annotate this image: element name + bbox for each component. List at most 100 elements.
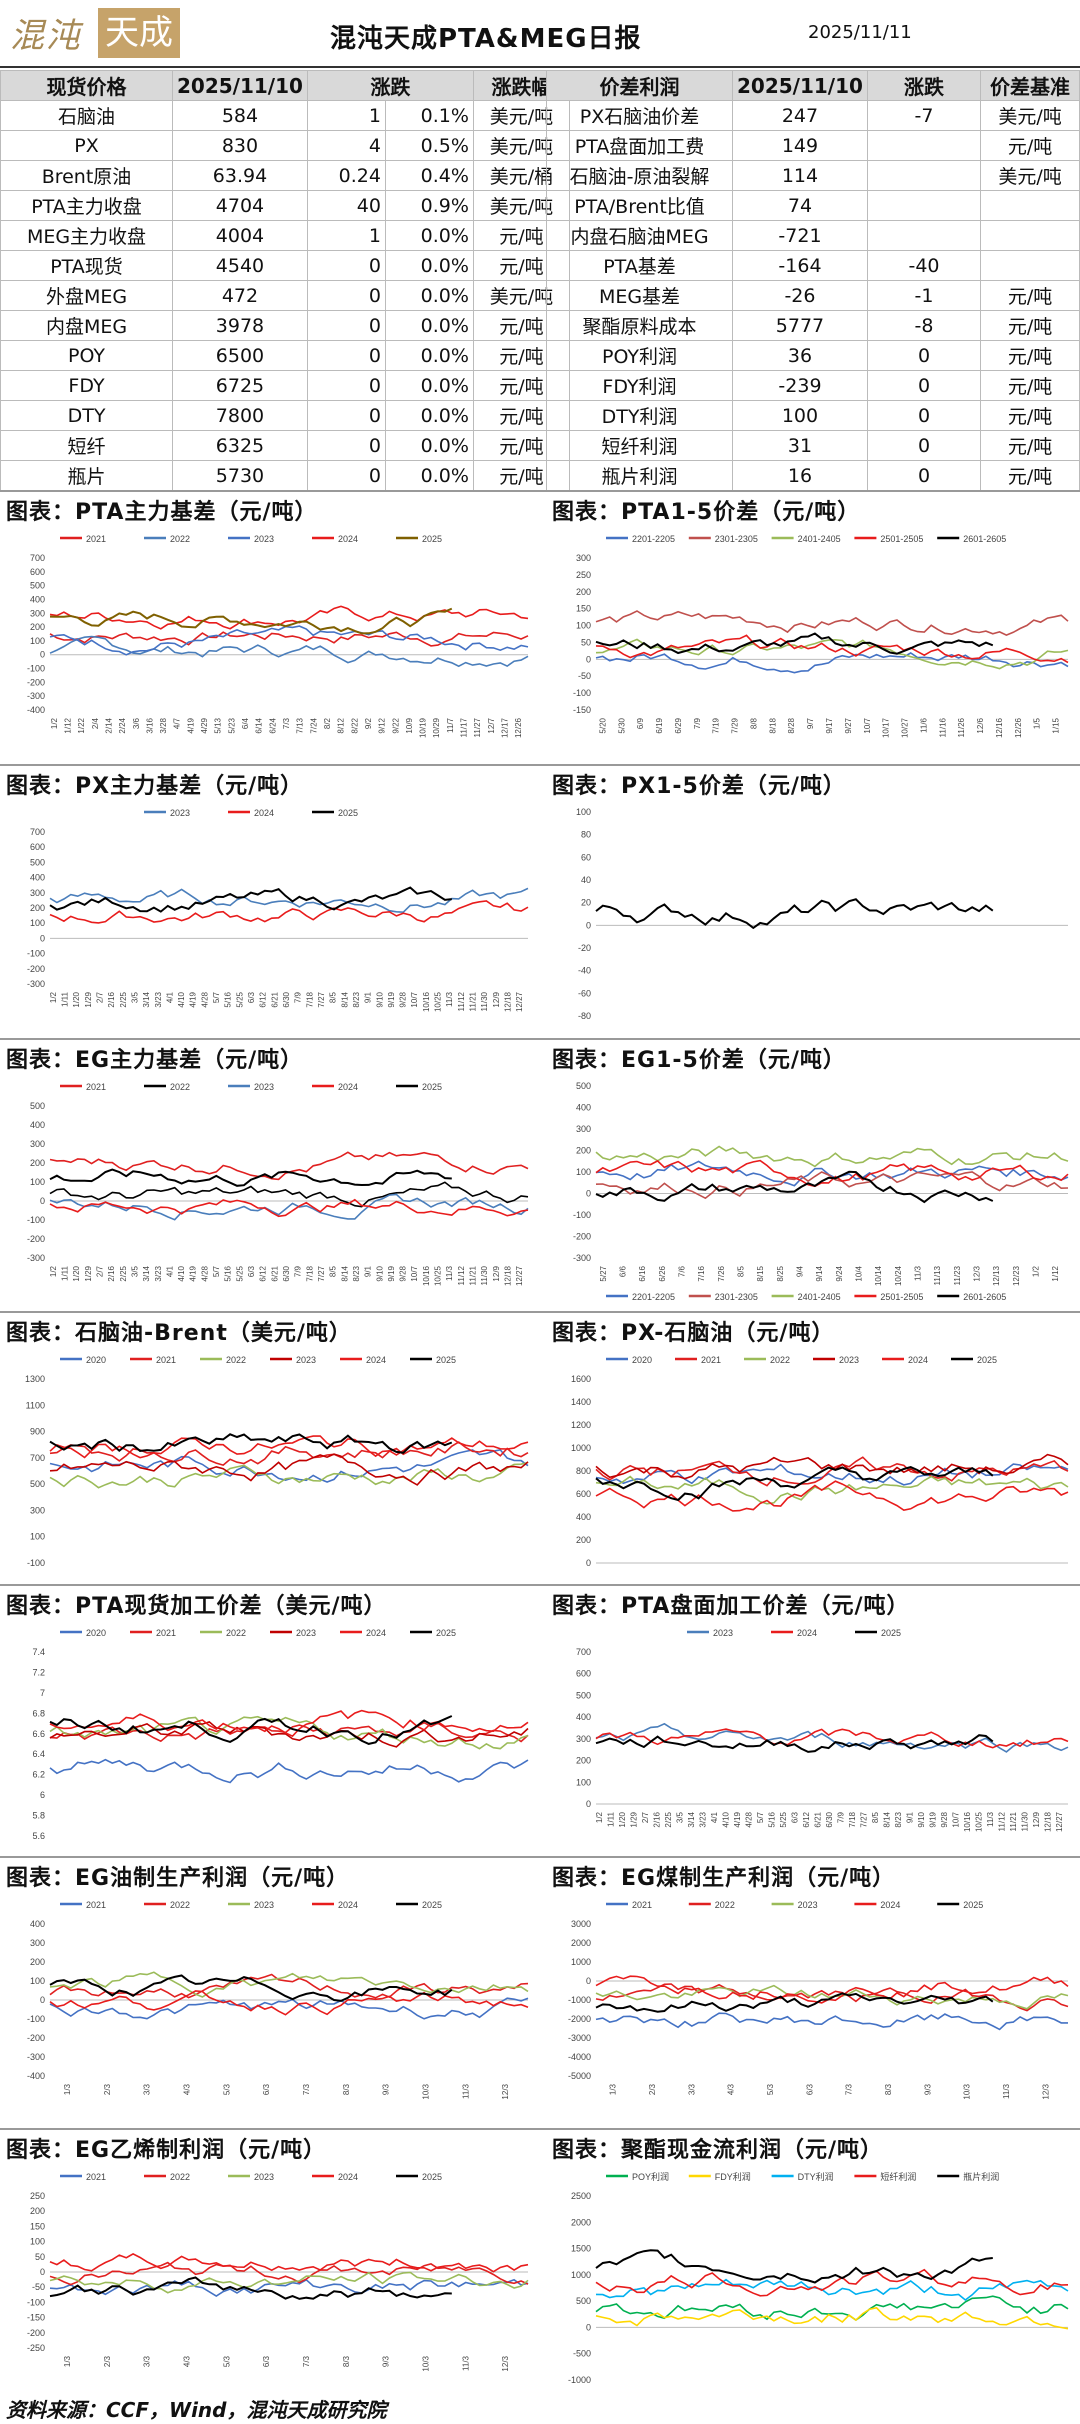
series-line: [49, 887, 529, 914]
x-tick-label: 6/3: [247, 991, 256, 1003]
x-tick-label: 1/20: [618, 1811, 627, 1827]
chart-title: 图表：EG1-5价差（元/吨）: [552, 1048, 846, 1073]
legend-label: 2021: [156, 1628, 176, 1638]
y-tick-label: 2500: [571, 2191, 591, 2201]
x-tick-label: 9/24: [835, 1265, 844, 1281]
y-tick-label: 700: [30, 827, 45, 837]
x-tick-label: 5/13: [214, 717, 223, 733]
x-tick-label: 8/5: [871, 1811, 880, 1823]
y-tick-label: 500: [576, 2296, 591, 2306]
col-header: 涨跌: [306, 70, 474, 101]
x-tick-label: 9/3: [923, 2083, 932, 2095]
table-cell: 100: [732, 400, 868, 431]
table-cell: 5777: [732, 310, 868, 341]
x-tick-label: 12/18: [504, 1265, 513, 1286]
table-cell: 1: [306, 100, 386, 131]
chart-svg: 2020 2021 2022 2023 2024 2025 1300 1100 900 700 50…: [25, 1355, 529, 1568]
legend-label: 2021: [632, 1900, 652, 1910]
y-tick-label: 600: [30, 842, 45, 852]
x-tick-label: 12/3: [1041, 2083, 1050, 2099]
x-tick-label: 7/6: [678, 1265, 687, 1277]
x-tick-label: 1/20: [72, 1265, 81, 1281]
x-tick-label: 6/29: [674, 717, 683, 733]
legend-label: 2201-2205: [632, 534, 675, 544]
table-cell: [866, 220, 982, 251]
legend-label: 2020: [86, 1628, 106, 1638]
x-tick-label: 5/25: [779, 1811, 788, 1827]
y-tick-label: -20: [578, 943, 591, 953]
y-tick-label: 6.8: [32, 1708, 45, 1718]
x-tick-label: 4/29: [200, 717, 209, 733]
table-cell: 元/吨: [980, 340, 1080, 371]
y-tick-label: 0: [40, 1196, 45, 1206]
series-line: [595, 1463, 1069, 1486]
x-tick-label: 4/28: [200, 1265, 209, 1281]
x-tick-label: 4/10: [721, 1811, 730, 1827]
x-tick-label: 11/30: [1021, 1811, 1030, 1831]
table-cell: 1: [306, 220, 386, 251]
data-source: 资料来源：CCF，Wind，混沌天成研究院: [6, 2398, 387, 2422]
x-tick-label: 7/24: [309, 717, 318, 733]
y-tick-label: 300: [30, 608, 45, 618]
series-line: [595, 638, 1069, 670]
series-line: [49, 2261, 529, 2286]
x-tick-label: 3/23: [154, 991, 163, 1007]
table-cell: 74: [732, 190, 868, 221]
x-tick-label: 10/7: [863, 717, 872, 733]
x-tick-label: 7/13: [296, 717, 305, 733]
y-tick-label: -200: [27, 964, 45, 974]
x-tick-label: 11/3: [461, 2083, 470, 2099]
legend-label: 2024: [797, 1628, 817, 1638]
x-tick-label: 5/25: [235, 1265, 244, 1281]
x-tick-label: 7/3: [302, 2355, 311, 2367]
x-tick-label: 1/20: [72, 991, 81, 1007]
legend-label: 2024: [366, 1628, 386, 1638]
x-tick-label: 1/5: [1033, 717, 1042, 729]
x-tick-label: 5/27: [599, 1265, 608, 1281]
chart-title: 图表：石脑油-Brent（美元/吨）: [6, 1321, 352, 1346]
x-tick-label: 6/30: [825, 1811, 834, 1827]
x-tick-label: 5/23: [227, 717, 236, 733]
y-tick-label: -100: [27, 2297, 45, 2307]
x-tick-label: 11/21: [469, 991, 478, 1011]
chart-title: 图表：PTA盘面加工价差（元/吨）: [552, 1594, 910, 1619]
y-tick-label: -50: [32, 2282, 45, 2292]
y-tick-label: -200: [27, 1234, 45, 1244]
x-tick-label: 12/18: [504, 991, 513, 1012]
x-tick-label: 12/3: [501, 2083, 510, 2099]
chart-svg: 2201-2205 2301-2305 2401-2405 2501-2505 2601…: [573, 1081, 1069, 1302]
y-tick-label: -300: [27, 1253, 45, 1263]
table-cell: 0: [306, 250, 386, 281]
series-line: [595, 1453, 1069, 1480]
x-tick-label: 9/1: [364, 1265, 373, 1277]
chart-svg: 2021 2022 2023 2024 2025 3000 2000 1000 0 -1000 -2…: [568, 1900, 1069, 2100]
x-tick-label: 12/3: [973, 1265, 982, 1281]
x-tick-label: 12/9: [492, 1265, 501, 1281]
x-tick-label: 5/16: [767, 1811, 776, 1827]
x-tick-label: 6/3: [262, 2083, 271, 2095]
y-tick-label: 300: [30, 1505, 45, 1515]
series-line: [49, 1721, 529, 1743]
x-tick-label: 2/25: [664, 1811, 673, 1827]
x-tick-label: 9/2: [364, 717, 373, 729]
y-tick-label: -100: [573, 688, 591, 698]
chart-9: 2023 2024 2025 700 600 500 400 300 200 100 0 1/2 1/1…: [546, 1620, 1080, 1856]
y-tick-label: -200: [27, 2033, 45, 2043]
x-tick-label: 12/18: [1044, 1811, 1053, 1832]
table-cell: 0: [866, 340, 982, 371]
x-tick-label: 11/27: [473, 717, 482, 737]
y-tick-label: -300: [27, 691, 45, 701]
x-tick-label: 8/28: [787, 717, 796, 733]
section-divider: [0, 1038, 1080, 1040]
x-tick-label: 10/4: [855, 1265, 864, 1281]
x-tick-label: 12/27: [515, 991, 524, 1012]
legend-label: 2021: [86, 1082, 106, 1092]
y-tick-label: 0: [40, 933, 45, 943]
legend-label: 瓶片利润: [963, 2171, 999, 2182]
section-divider: [0, 1584, 1080, 1586]
company-logo: 混沌 天成: [10, 8, 180, 58]
chart-svg: 2020 2021 2022 2023 2024 2025 1600 1400 1200 1000…: [571, 1355, 1069, 1568]
y-tick-label: 0: [586, 1976, 591, 1986]
x-tick-label: 6/6: [619, 1265, 628, 1277]
table-row: 聚酯原料成本 5777 -8 元/吨: [546, 310, 1080, 341]
